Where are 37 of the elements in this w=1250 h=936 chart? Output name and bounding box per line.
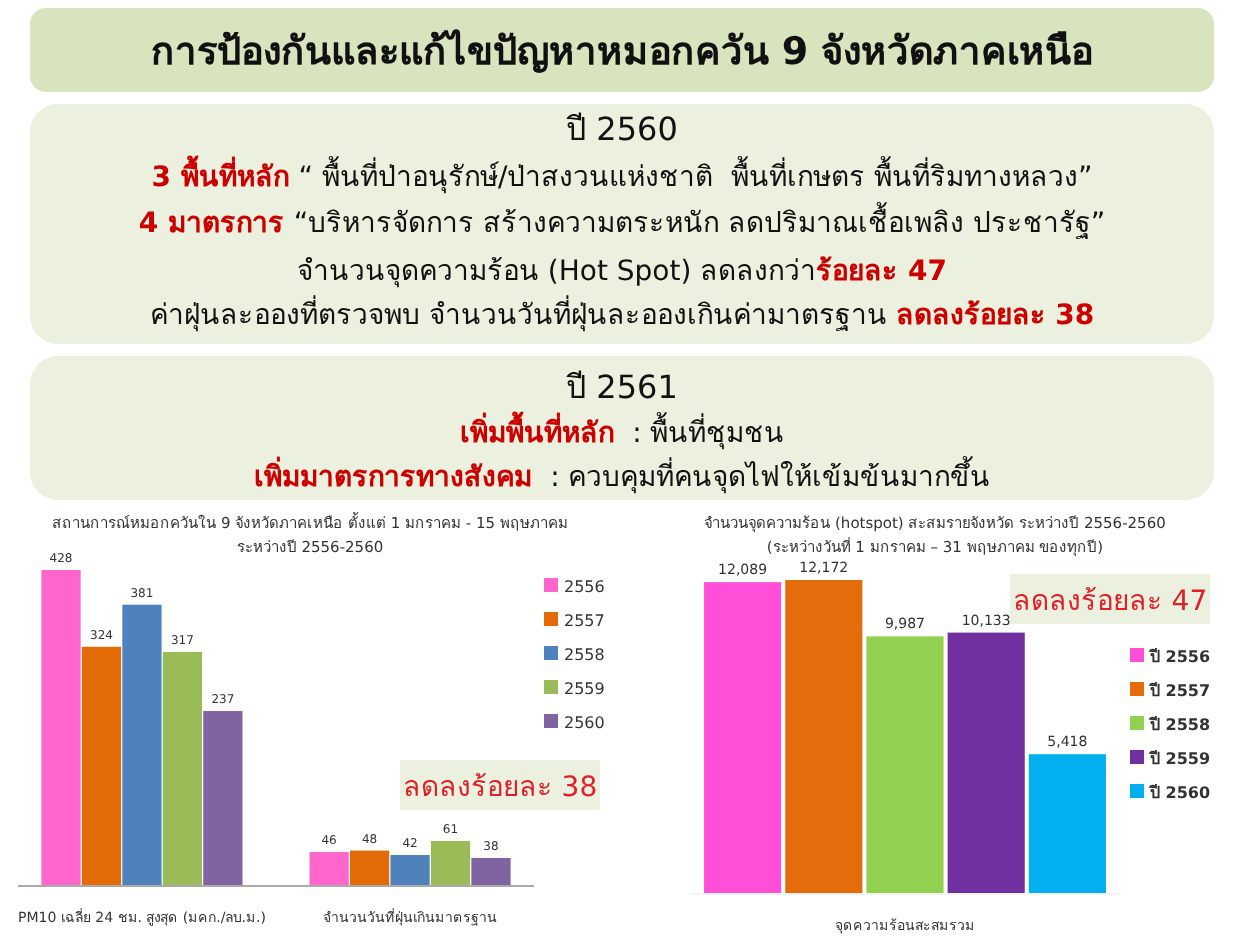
text: “ พื้นที่ป่าอนุรักษ์/ป่าสงวนแห่งชาติ พื้นที่เกษตร พื้นที่ริมทางหลวง” xyxy=(298,156,1093,194)
bar xyxy=(162,651,203,886)
bar xyxy=(430,840,471,886)
text: เพิ่มพื้นที่หลัก xyxy=(459,410,624,450)
bar xyxy=(349,850,390,886)
legend-label: 2557 xyxy=(564,612,605,630)
legend-label: 2556 xyxy=(564,578,605,596)
bar xyxy=(122,604,162,886)
text: จำนวนจุดความร้อน (Hot Spot) ลดลงกว่า xyxy=(296,256,817,288)
text: : ควบคุมที่คนจุดไฟให้เข้มข้นมากขึ้น xyxy=(541,456,991,494)
annotation: ลดลงร้อยละ 47 xyxy=(1012,586,1208,618)
text: การป้องกันและแก้ไขปัญหาหมอกควัน 9 จังหวัดภาคเหนือ xyxy=(150,28,1094,74)
text: “บริหารจัดการ สร้างความตระหนัก ลดปริมาณเชื้อเพลิง ประชารัฐ” xyxy=(293,202,1106,240)
text: ลดลงร้อยละ 38 xyxy=(895,300,1095,332)
bar xyxy=(390,854,430,886)
legend-label: 2558 xyxy=(564,646,605,664)
legend-label: ปี 2557 xyxy=(1148,680,1211,700)
bar xyxy=(203,711,243,886)
text: เพิ่มมาตรการทางสังคม xyxy=(253,456,542,494)
legend-label: ปี 2559 xyxy=(1148,748,1211,768)
legend-label: ปี 2556 xyxy=(1148,646,1211,666)
legend-label: 2560 xyxy=(564,714,605,732)
text: : พื้นที่ชุมชน xyxy=(623,412,785,450)
annotation: ลดลงร้อยละ 38 xyxy=(402,772,598,804)
bar xyxy=(471,857,511,886)
legend-label: ปี 2558 xyxy=(1148,714,1211,734)
bar xyxy=(309,852,349,886)
legend-label: 2559 xyxy=(564,680,605,698)
text: ปี 2560 xyxy=(566,110,678,148)
legend-label: ปี 2560 xyxy=(1148,782,1211,802)
bar xyxy=(81,646,122,886)
text: ค่าฝุ่นละอองที่ตรวจพบ จำนวนวันที่ฝุ่นละอองเกินค่ามาตรฐาน xyxy=(149,296,896,332)
text: 3 พื้นที่หลัก xyxy=(151,154,299,194)
text: 4 มาตรการ xyxy=(138,208,294,240)
text: ร้อยละ 47 xyxy=(816,256,948,288)
text: ปี 2561 xyxy=(566,368,678,406)
bar xyxy=(41,570,81,886)
